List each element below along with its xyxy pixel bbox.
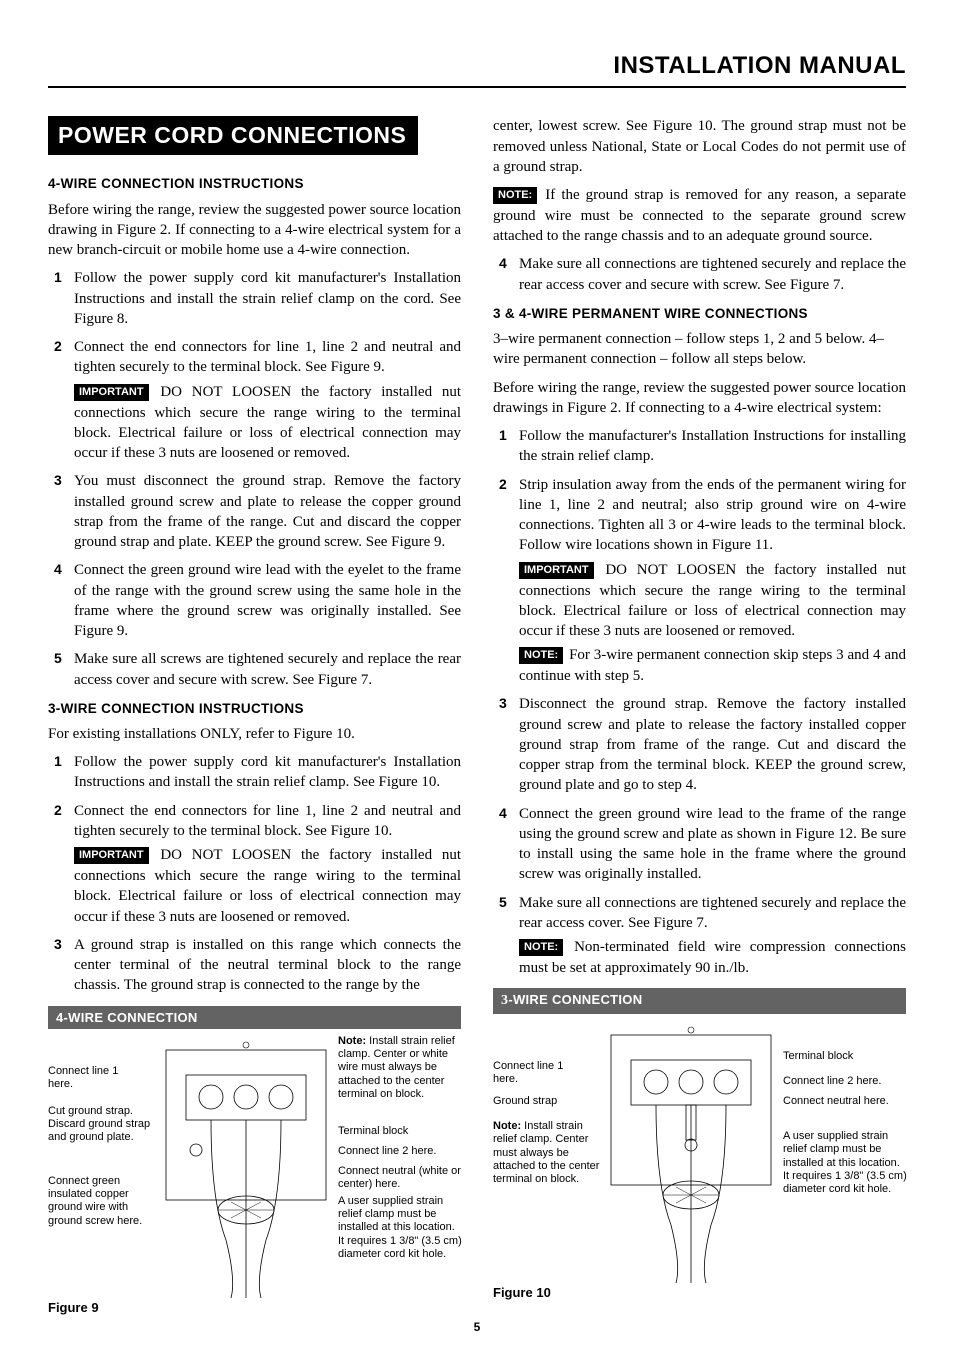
- sub-3wire: 3-WIRE CONNECTION INSTRUCTIONS: [48, 700, 461, 718]
- list-item: Make sure all connections are tightened …: [519, 893, 906, 979]
- list-text: Strip insulation away from the ends of t…: [519, 477, 906, 554]
- list-num: 4: [493, 254, 519, 295]
- figure-10: Connect line 1 here. Ground strap Note: …: [493, 1020, 906, 1300]
- note-text: For 3-wire permanent connection skip ste…: [519, 647, 906, 684]
- list-item: Connect the end connectors for line 1, l…: [74, 337, 461, 463]
- important-badge: IMPORTANT: [519, 562, 594, 579]
- fig-label: A user supplied strain relief clamp must…: [338, 1195, 463, 1261]
- fig-label: Connect line 2 here.: [783, 1075, 908, 1088]
- fig-header-3wire: 3-WIRE CONNECTION: [493, 988, 906, 1014]
- important-badge: IMPORTANT: [74, 384, 149, 401]
- list-num: 5: [493, 893, 519, 979]
- figure-caption: Figure 9: [48, 1300, 99, 1316]
- left-column: POWER CORD CONNECTIONS 4-WIRE CONNECTION…: [48, 116, 461, 1315]
- list-num: 3: [48, 935, 74, 996]
- terminal-block-icon: [601, 1025, 781, 1285]
- cont-3wire: center, lowest screw. See Figure 10. The…: [493, 116, 906, 177]
- fig-label: A user supplied strain relief clamp must…: [783, 1130, 908, 1196]
- list-num: 4: [48, 560, 74, 641]
- list-num: 1: [493, 426, 519, 467]
- list-item: Follow the manufacturer's Installation I…: [519, 426, 906, 467]
- list-num: 2: [493, 475, 519, 687]
- note-ground-strap: NOTE: If the ground strap is removed for…: [493, 185, 906, 246]
- figure-caption: Figure 10: [493, 1285, 551, 1301]
- list-num: 4: [493, 804, 519, 885]
- list-item: Connect the green ground wire lead to th…: [519, 804, 906, 885]
- perm-intro1: 3–wire permanent connection – follow ste…: [493, 329, 906, 370]
- terminal-block-icon: [156, 1040, 336, 1300]
- list-item: Connect the end connectors for line 1, l…: [74, 801, 461, 927]
- list-perm: 1 Follow the manufacturer's Installation…: [493, 426, 906, 978]
- right-column: center, lowest screw. See Figure 10. The…: [493, 116, 906, 1315]
- note-text: If the ground strap is removed for any r…: [493, 187, 906, 244]
- list-item: Make sure all connections are tightened …: [519, 254, 906, 295]
- list-num: 5: [48, 649, 74, 690]
- list-item: Follow the power supply cord kit manufac…: [74, 752, 461, 793]
- list-text: Connect the end connectors for line 1, l…: [74, 339, 461, 375]
- list-num: 2: [48, 801, 74, 927]
- fig-label: Connect neutral here.: [783, 1095, 903, 1108]
- list-item: You must disconnect the ground strap. Re…: [74, 471, 461, 552]
- note-badge: NOTE:: [493, 187, 537, 204]
- list-num: 3: [48, 471, 74, 552]
- fig-label: Terminal block: [783, 1050, 903, 1063]
- fig-label: Ground strap: [493, 1095, 588, 1108]
- page-number: 5: [48, 1319, 906, 1335]
- fig-label: Note: Install strain relief clamp. Cente…: [338, 1035, 463, 1101]
- perm-intro2: Before wiring the range, review the sugg…: [493, 378, 906, 419]
- fig-label: Connect neutral (white or center) here.: [338, 1165, 463, 1191]
- manual-header: INSTALLATION MANUAL: [48, 50, 906, 88]
- fig-label: Connect line 2 here.: [338, 1145, 458, 1158]
- fig-label: Connect green insulated copper ground wi…: [48, 1175, 156, 1228]
- list-4wire: 1 Follow the power supply cord kit manuf…: [48, 268, 461, 689]
- figure-9: Connect line 1 here. Cut ground strap. D…: [48, 1035, 461, 1315]
- list-item: Follow the power supply cord kit manufac…: [74, 268, 461, 329]
- list-text: Connect the end connectors for line 1, l…: [74, 803, 461, 839]
- fig-label: Cut ground strap. Discard ground strap a…: [48, 1105, 156, 1145]
- list-num: 2: [48, 337, 74, 463]
- fig-header-4wire: 4-WIRE CONNECTION: [48, 1006, 461, 1030]
- fig-label: Connect line 1 here.: [48, 1065, 143, 1091]
- section-title: POWER CORD CONNECTIONS: [48, 116, 418, 155]
- list-text: Make sure all connections are tightened …: [519, 895, 906, 931]
- list-item: Disconnect the ground strap. Remove the …: [519, 694, 906, 795]
- note-text: Non-terminated field wire compression co…: [519, 939, 906, 976]
- list-item: Strip insulation away from the ends of t…: [519, 475, 906, 687]
- fig-label: Connect line 1 here.: [493, 1060, 588, 1086]
- fig-label: Note: Install strain relief clamp. Cente…: [493, 1120, 601, 1186]
- list-num: 1: [48, 268, 74, 329]
- sub-perm: 3 & 4-WIRE PERMANENT WIRE CONNECTIONS: [493, 305, 906, 323]
- list-num: 1: [48, 752, 74, 793]
- list-num: 3: [493, 694, 519, 795]
- intro-3wire: For existing installations ONLY, refer t…: [48, 724, 461, 744]
- list-item: A ground strap is installed on this rang…: [74, 935, 461, 996]
- list-item: Make sure all screws are tightened secur…: [74, 649, 461, 690]
- important-badge: IMPORTANT: [74, 847, 149, 864]
- list-3wire-cont: 4 Make sure all connections are tightene…: [493, 254, 906, 295]
- note-bold: Note:: [493, 1120, 521, 1132]
- intro-4wire: Before wiring the range, review the sugg…: [48, 200, 461, 261]
- two-column-layout: POWER CORD CONNECTIONS 4-WIRE CONNECTION…: [48, 116, 906, 1315]
- note-bold: Note:: [338, 1035, 366, 1047]
- note-badge: NOTE:: [519, 939, 563, 956]
- sub-4wire: 4-WIRE CONNECTION INSTRUCTIONS: [48, 175, 461, 193]
- list-3wire: 1 Follow the power supply cord kit manuf…: [48, 752, 461, 995]
- list-item: Connect the green ground wire lead with …: [74, 560, 461, 641]
- note-badge: NOTE:: [519, 647, 563, 664]
- fig-label: Terminal block: [338, 1125, 458, 1138]
- fig-header-rest: -WIRE CONNECTION: [508, 992, 642, 1007]
